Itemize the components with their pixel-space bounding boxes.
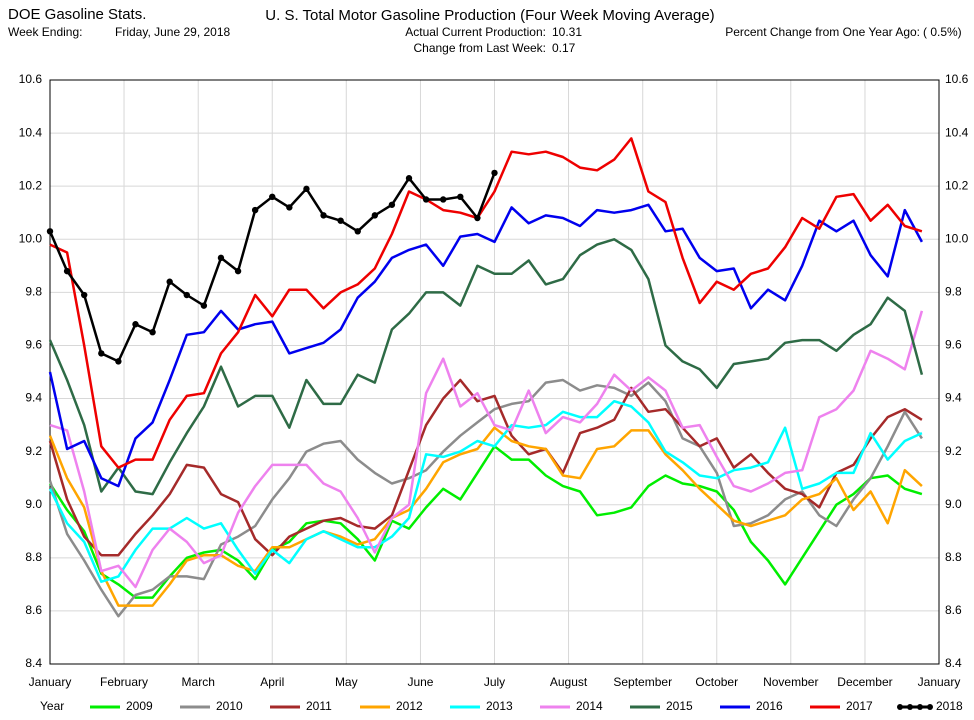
x-tick-label: October (695, 675, 738, 689)
legend-label: 2009 (126, 699, 153, 713)
y2-tick-label: 8.4 (945, 656, 962, 670)
x-tick-label: January (918, 675, 961, 689)
point (491, 169, 498, 177)
x-tick-label: January (29, 675, 72, 689)
legend-marker (897, 704, 903, 710)
legend-label: 2016 (756, 699, 783, 713)
y-tick-label: 10.2 (19, 178, 43, 192)
point (63, 267, 71, 275)
y2-tick-label: 9.0 (945, 497, 962, 511)
pct-value: ( 0.5%) (923, 25, 962, 39)
chart-title: U. S. Total Motor Gasoline Production (F… (265, 7, 714, 24)
legend-label: 2017 (846, 699, 873, 713)
series-line (48, 378, 923, 618)
point (269, 193, 276, 200)
week-label: Week Ending: (8, 25, 83, 39)
y2-tick-label: 9.8 (945, 285, 962, 299)
pct-label: Percent Change from One Year Ago: (725, 25, 920, 39)
point (440, 196, 447, 203)
point (320, 212, 327, 219)
x-tick-label: June (407, 675, 433, 689)
y2-tick-label: 9.2 (945, 444, 962, 458)
point (422, 196, 430, 203)
series-line (48, 203, 924, 488)
point (98, 350, 105, 357)
point (46, 228, 54, 235)
legend-label: 2012 (396, 699, 423, 713)
y2-tick-label: 8.6 (945, 603, 962, 617)
y-tick-label: 8.8 (25, 550, 42, 564)
legend-marker (907, 704, 913, 710)
y2-tick-label: 10.6 (945, 72, 969, 86)
x-tick-label: March (182, 675, 215, 689)
x-tick-label: November (763, 675, 818, 689)
legend-label: 2018 (936, 699, 963, 713)
point (132, 321, 139, 328)
point (286, 204, 293, 211)
legend-label: 2014 (576, 699, 603, 713)
y-tick-label: 8.4 (25, 656, 42, 670)
x-tick-label: May (335, 675, 358, 689)
point (303, 185, 310, 193)
point (457, 193, 464, 200)
y-tick-label: 9.6 (25, 338, 42, 352)
series-line (49, 310, 924, 589)
current-label: Actual Current Production: (405, 25, 546, 39)
y-tick-label: 10.6 (19, 72, 43, 86)
point (217, 254, 225, 262)
series-line (48, 238, 924, 496)
legend-marker (917, 704, 923, 710)
point (354, 228, 361, 235)
legend-label: 2010 (216, 699, 243, 713)
point (80, 291, 88, 299)
point (388, 201, 396, 208)
point (166, 278, 173, 285)
week-value: Friday, June 29, 2018 (115, 25, 231, 39)
point (234, 267, 242, 275)
y2-tick-label: 9.6 (945, 338, 962, 352)
x-tick-label: September (613, 675, 672, 689)
x-tick-label: April (260, 675, 284, 689)
legend-marker (927, 704, 933, 710)
y-tick-label: 8.6 (25, 603, 42, 617)
y-tick-label: 9.2 (25, 444, 42, 458)
point (337, 217, 344, 224)
point (405, 175, 413, 182)
legend-title: Year (40, 699, 64, 713)
series-line (48, 399, 923, 583)
legend-label: 2013 (486, 699, 513, 713)
x-tick-label: December (837, 675, 892, 689)
y-tick-label: 9.0 (25, 497, 42, 511)
series-line (48, 378, 923, 557)
point (115, 358, 122, 365)
y-tick-label: 10.0 (19, 231, 43, 245)
series-line (49, 137, 923, 469)
y2-tick-label: 8.8 (945, 550, 962, 564)
legend-label: 2015 (666, 699, 693, 713)
y2-tick-label: 9.4 (945, 391, 962, 405)
legend-label: 2011 (306, 699, 332, 713)
point (183, 291, 190, 299)
point (251, 206, 259, 214)
x-tick-label: August (550, 675, 588, 689)
y2-tick-label: 10.2 (945, 178, 969, 192)
change-value: 0.17 (552, 41, 576, 55)
x-tick-label: July (484, 675, 505, 689)
series-line (48, 426, 923, 607)
current-value: 10.31 (552, 25, 582, 39)
point (474, 214, 481, 222)
point (200, 302, 208, 309)
series-line (48, 445, 923, 599)
y2-tick-label: 10.4 (945, 125, 969, 139)
x-tick-label: February (100, 675, 148, 689)
y2-tick-label: 10.0 (945, 231, 969, 245)
point (371, 212, 379, 219)
source: DOE Gasoline Stats. (8, 6, 146, 23)
y-tick-label: 9.8 (25, 285, 42, 299)
change-label: Change from Last Week: (413, 41, 546, 55)
point (149, 328, 156, 336)
y-tick-label: 9.4 (25, 391, 42, 405)
y-tick-label: 10.4 (19, 125, 43, 139)
